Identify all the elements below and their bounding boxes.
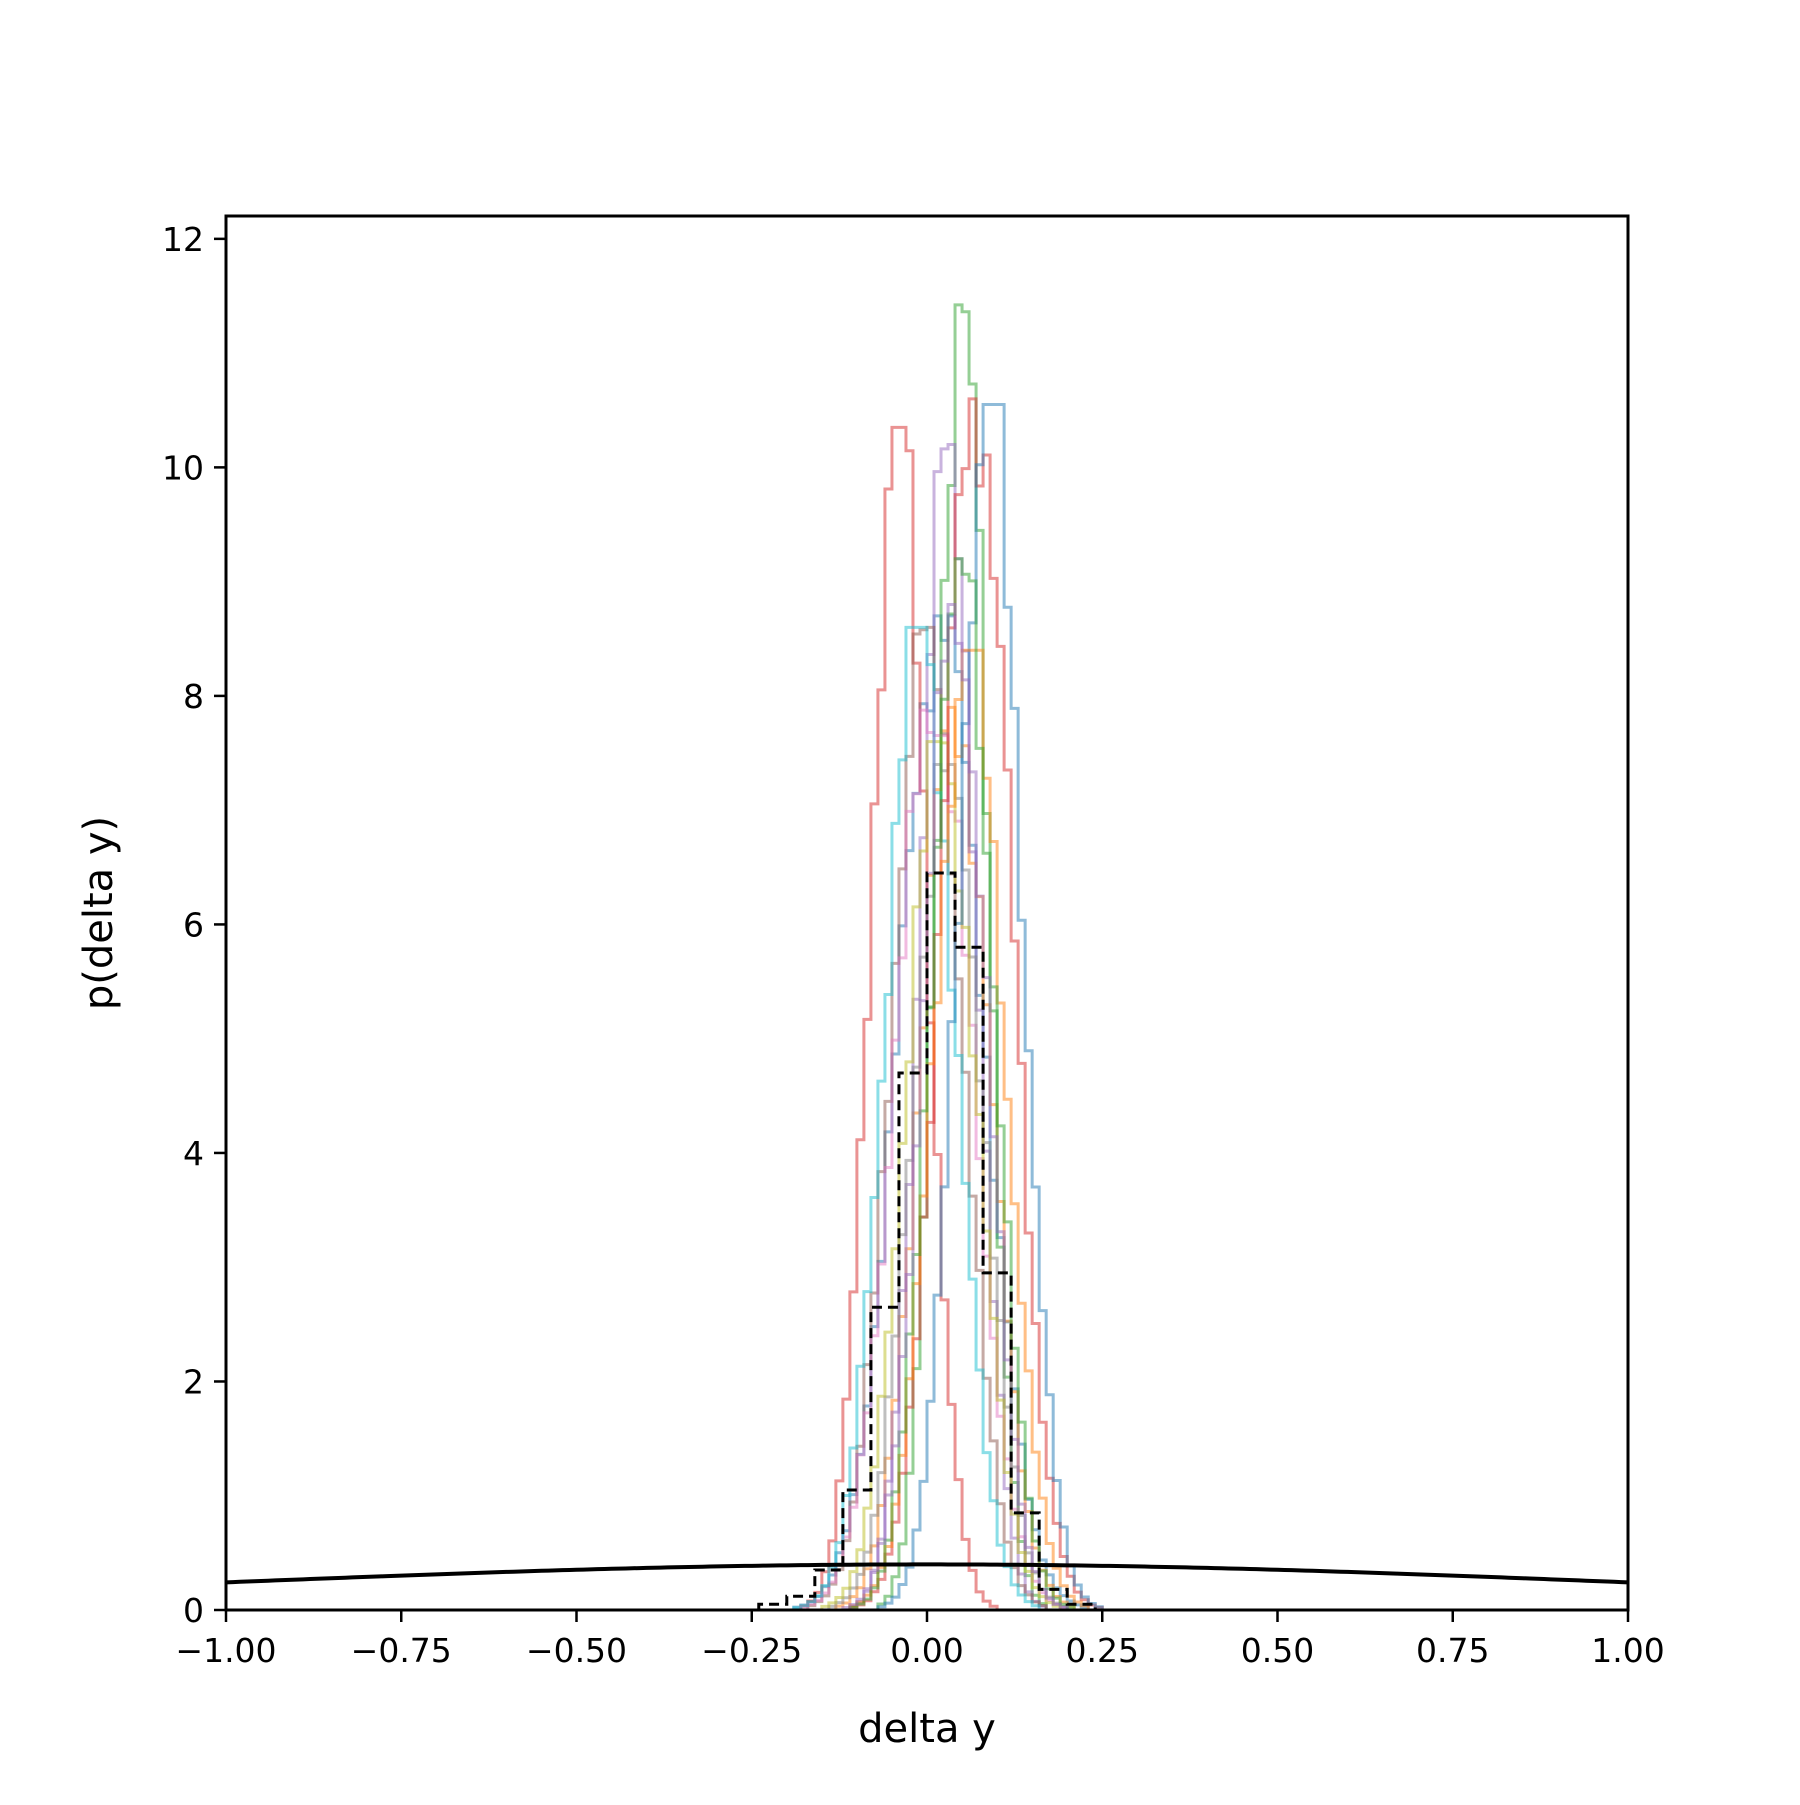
x-tick-label: 1.00 (1591, 1631, 1664, 1670)
x-axis-ticks: −1.00 −0.75 −0.50 −0.25 0.00 0.25 0.50 0.75 1.00 (175, 1610, 1665, 1670)
mean-histogram-layer (757, 871, 1124, 1612)
x-axis-label: delta y (858, 1706, 996, 1752)
y-tick-label: 6 (183, 905, 204, 944)
x-tick-label: −0.75 (351, 1631, 452, 1670)
x-tick-label: −0.25 (701, 1631, 802, 1670)
mean-histogram (757, 871, 1124, 1612)
x-tick-label: 0.50 (1241, 1631, 1314, 1670)
x-tick-label: 0.75 (1416, 1631, 1489, 1670)
histogram-series-10 (716, 625, 1138, 1612)
y-tick-label: 8 (183, 677, 204, 716)
y-tick-label: 0 (183, 1591, 204, 1630)
reference-normal-curve (225, 1562, 1629, 1585)
x-tick-label: −1.00 (175, 1631, 276, 1670)
y-tick-label: 4 (183, 1134, 204, 1173)
x-tick-label: 0.00 (890, 1631, 963, 1670)
y-axis-ticks: 0 2 4 6 8 10 12 (162, 220, 226, 1630)
y-tick-label: 2 (183, 1362, 204, 1401)
y-tick-label: 12 (162, 220, 204, 259)
x-tick-label: 0.25 (1066, 1631, 1139, 1670)
y-tick-label: 10 (162, 448, 204, 487)
reference-curve-layer (225, 1562, 1629, 1585)
y-axis-label: p(delta y) (76, 816, 122, 1010)
x-tick-label: −0.50 (526, 1631, 627, 1670)
